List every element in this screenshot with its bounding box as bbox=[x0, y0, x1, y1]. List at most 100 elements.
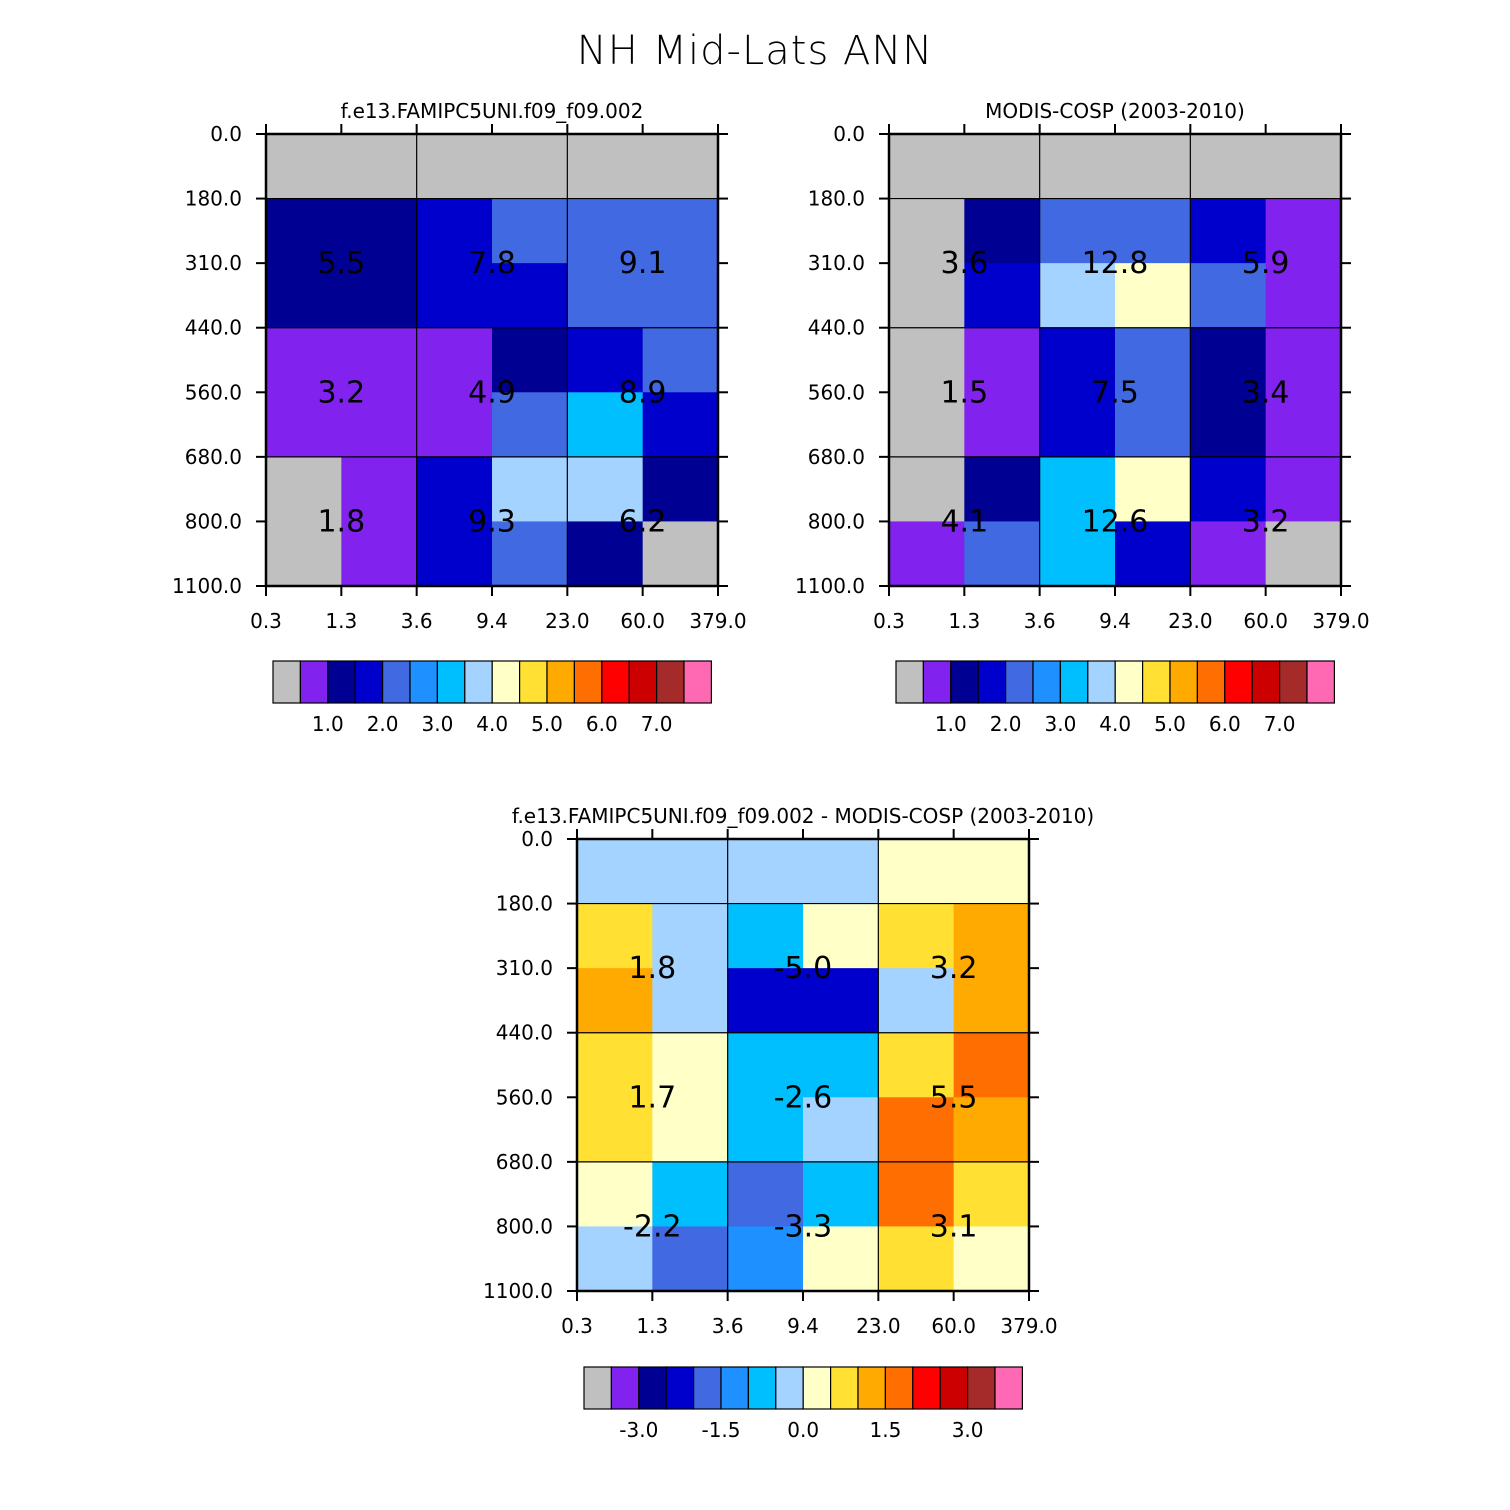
heatmap-cell bbox=[1190, 134, 1267, 200]
colorbar-box bbox=[829, 1366, 859, 1410]
y-tick-label: 1100.0 bbox=[483, 1279, 553, 1303]
colorbar-box bbox=[628, 660, 658, 704]
heatmap-cell bbox=[492, 392, 568, 458]
colorbar-box bbox=[1032, 660, 1061, 704]
box-value-label: 5.5 bbox=[930, 1080, 978, 1115]
x-tick-label: 9.4 bbox=[1099, 609, 1131, 633]
box-value-label: -2.2 bbox=[623, 1209, 682, 1244]
x-tick-label: 60.0 bbox=[620, 609, 665, 633]
colorbar-label: 2.0 bbox=[367, 712, 399, 736]
heatmap-cell bbox=[727, 903, 804, 969]
heatmap-cell bbox=[1039, 392, 1116, 458]
heatmap-cell bbox=[803, 968, 879, 1034]
colorbar-label: -1.5 bbox=[701, 1418, 740, 1442]
panel-difference: 0.3 1.3 3.6 9.4 23.0 60.0 379.0 0.0 180.0 310.0 44… bbox=[483, 804, 1094, 1442]
heatmap-cell bbox=[416, 456, 493, 522]
heatmap-cell bbox=[416, 327, 493, 393]
heatmap-cell bbox=[964, 327, 1041, 393]
x-tick-label: 379.0 bbox=[689, 609, 746, 633]
heatmap-cell bbox=[1265, 456, 1342, 522]
heatmap-cell bbox=[727, 1161, 804, 1227]
heatmap-cell bbox=[341, 521, 418, 587]
heatmap-cell bbox=[266, 134, 342, 200]
heatmap-cell bbox=[803, 1032, 879, 1098]
heatmap-cell bbox=[492, 521, 568, 587]
heatmap-cell bbox=[492, 263, 568, 329]
heatmap-cell bbox=[652, 1097, 729, 1163]
heatmap-cell bbox=[416, 521, 493, 587]
box-value-label: 3.2 bbox=[1242, 504, 1290, 539]
heatmap-cell bbox=[1115, 456, 1191, 522]
heatmap-cell bbox=[889, 521, 965, 587]
heatmap-cell bbox=[727, 1097, 804, 1163]
y-tick-label: 180.0 bbox=[808, 187, 865, 211]
heatmap-cell bbox=[964, 521, 1041, 587]
colorbar-box bbox=[655, 660, 685, 704]
box-value-label: 3.2 bbox=[317, 375, 365, 410]
colorbar-label: 6.0 bbox=[586, 712, 618, 736]
heatmap-cell bbox=[878, 1097, 955, 1163]
heatmap-cell bbox=[577, 968, 653, 1034]
heatmap-cell bbox=[1190, 327, 1267, 393]
box-value-label: 3.6 bbox=[940, 246, 988, 281]
x-tick-label: 3.6 bbox=[1024, 609, 1056, 633]
heatmap-cell bbox=[1265, 327, 1342, 393]
heatmap-cell bbox=[341, 263, 418, 329]
heatmap-cell bbox=[1265, 198, 1342, 264]
heatmap-cell bbox=[1039, 134, 1116, 200]
y-tick-label: 1100.0 bbox=[172, 574, 242, 598]
heatmap-cell bbox=[889, 198, 965, 264]
y-tick-label: 0.0 bbox=[521, 827, 553, 851]
heatmap-cell bbox=[953, 903, 1030, 969]
x-tick-label: 23.0 bbox=[1168, 609, 1213, 633]
y-tick-label: 310.0 bbox=[496, 956, 553, 980]
panel-title: MODIS-COSP (2003-2010) bbox=[985, 99, 1245, 123]
heatmap-cell bbox=[1039, 263, 1116, 329]
colorbar-box bbox=[382, 660, 411, 704]
heatmap-cell bbox=[803, 1097, 879, 1163]
y-tick-label: 560.0 bbox=[496, 1085, 553, 1109]
heatmap-cell bbox=[577, 839, 653, 905]
colorbar-box bbox=[1196, 660, 1226, 704]
panel-observations: 0.3 1.3 3.6 9.4 23.0 60.0 379.0 0.0 180.0 310.0 44… bbox=[795, 99, 1370, 736]
heatmap-cell bbox=[878, 903, 955, 969]
box-value-label: 1.7 bbox=[628, 1080, 676, 1115]
heatmap-cell bbox=[341, 134, 418, 200]
box-value-label: 12.6 bbox=[1082, 504, 1149, 539]
heatmap-cell bbox=[341, 392, 418, 458]
x-tick-label: 9.4 bbox=[476, 609, 508, 633]
x-tick-label: 23.0 bbox=[856, 1314, 901, 1338]
heatmap-cell bbox=[878, 839, 955, 905]
heatmap-cell bbox=[889, 134, 965, 200]
heatmap-cell bbox=[1265, 134, 1342, 200]
heatmap-cell bbox=[266, 456, 342, 522]
box-value-label: 3.2 bbox=[930, 951, 978, 986]
colorbar-box bbox=[1004, 660, 1034, 704]
colorbar-box bbox=[436, 660, 466, 704]
heatmap-cell bbox=[567, 134, 644, 200]
x-tick-label: 379.0 bbox=[1000, 1314, 1057, 1338]
x-tick-label: 9.4 bbox=[787, 1314, 819, 1338]
box-value-label: 3.4 bbox=[1242, 375, 1290, 410]
colorbar-box bbox=[692, 1366, 722, 1410]
colorbar-box bbox=[720, 1366, 749, 1410]
heatmap-cell bbox=[341, 327, 418, 393]
colorbar-box bbox=[1087, 660, 1116, 704]
colorbar-label: 3.0 bbox=[952, 1418, 984, 1442]
heatmap-cell bbox=[416, 198, 493, 264]
heatmap-cell bbox=[1115, 327, 1191, 393]
colorbar-box bbox=[546, 660, 575, 704]
heatmap-cell bbox=[567, 456, 644, 522]
heatmap-cell bbox=[642, 263, 719, 329]
box-value-label: 8.9 bbox=[619, 375, 667, 410]
box-value-label: 1.8 bbox=[628, 951, 676, 986]
heatmap-cell bbox=[727, 839, 804, 905]
colorbar-box bbox=[638, 1366, 667, 1410]
heatmap-cell bbox=[878, 968, 955, 1034]
x-tick-label: 1.3 bbox=[636, 1314, 668, 1338]
heatmap-cell bbox=[266, 327, 342, 393]
heatmap-cell bbox=[953, 1226, 1030, 1292]
colorbar-box bbox=[610, 1366, 640, 1410]
y-tick-label: 440.0 bbox=[496, 1021, 553, 1045]
